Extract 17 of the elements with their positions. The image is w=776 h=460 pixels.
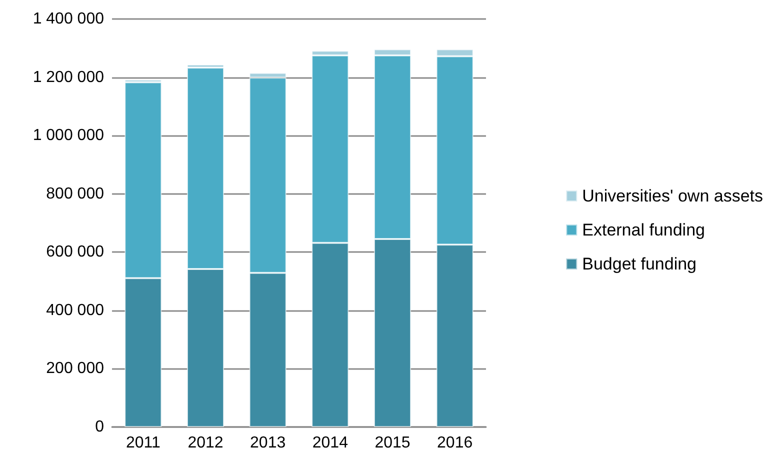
y-tick-label: 600 000 [46, 244, 104, 261]
y-tick-label: 800 000 [46, 185, 104, 202]
x-tick-label: 2015 [374, 434, 410, 452]
legend-label: Universities' own assets [582, 186, 764, 206]
y-tick-label: 1 400 000 [32, 10, 104, 28]
y-tick-label: 1 000 000 [32, 127, 104, 144]
y-tick-label: 400 000 [46, 302, 104, 319]
y-tick-label: 200 000 [46, 360, 104, 378]
y-tick-label: 0 [95, 418, 104, 436]
x-tick-label: 2014 [312, 434, 348, 452]
x-tick-label: 2016 [437, 434, 473, 452]
y-tick-label: 1 200 000 [32, 68, 104, 86]
legend-label: Budget funding [582, 254, 697, 274]
x-tick-label: 2013 [250, 434, 286, 452]
x-tick-label: 2011 [126, 434, 160, 452]
x-tick-label: 2012 [188, 434, 224, 452]
legend-label: External funding [582, 220, 706, 240]
